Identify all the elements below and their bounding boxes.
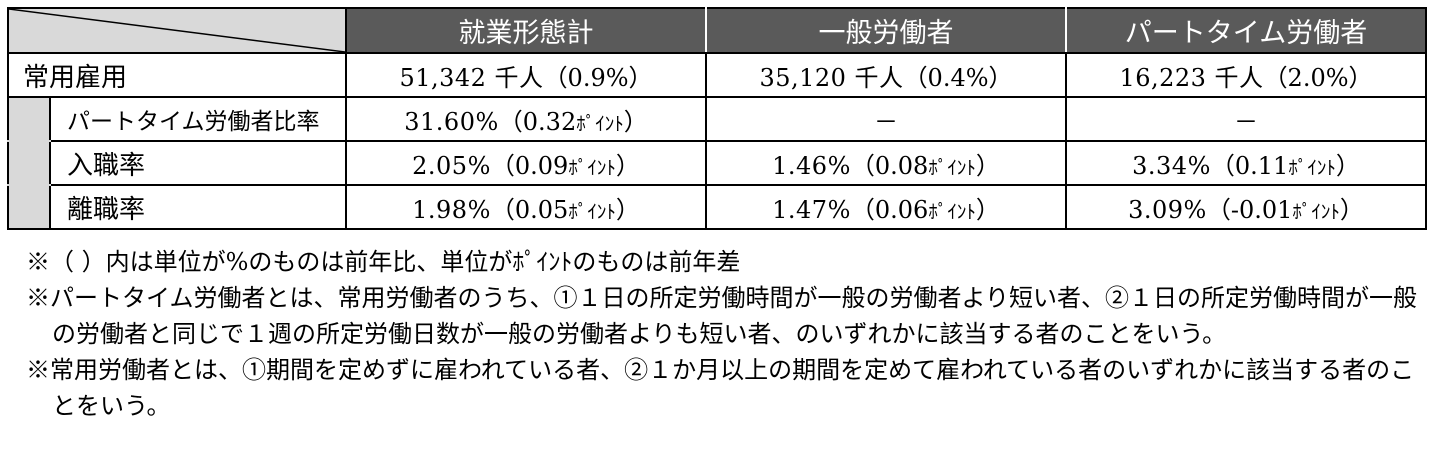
cell-regular-part-time: 16,223 千人（2.0%） [1065, 52, 1427, 98]
header-part-time-workers: パートタイム労働者 [1065, 7, 1427, 54]
cell-value: 1.98% [412, 195, 491, 224]
cell-hiring-part-time: 3.34%（0.11ﾎﾟｲﾝﾄ） [1065, 140, 1427, 186]
cell-regular-general: 35,120 千人（0.4%） [705, 52, 1067, 98]
cell-change: （0.32 [498, 107, 577, 136]
cell-separation-part-time: 3.09%（-0.01ﾎﾟｲﾝﾄ） [1065, 184, 1427, 230]
row-label-separation-rate: 離職率 [49, 184, 347, 230]
indent-cell [7, 184, 51, 230]
cell-close: ） [623, 107, 648, 136]
corner-header-cell [7, 7, 347, 54]
cell-value: 31.60% [404, 107, 499, 136]
cell-change: （-0.01 [1206, 195, 1293, 224]
cell-close: ） [1335, 151, 1360, 180]
table-row-regular-employment: 常用雇用 51,342 千人（0.9%） 35,120 千人（0.4%） 16,… [7, 52, 1427, 98]
indent-cell [7, 140, 51, 186]
table-row-hiring-rate: 入職率 2.05%（0.09ﾎﾟｲﾝﾄ） 1.46%（0.08ﾎﾟｲﾝﾄ） 3.… [7, 140, 1427, 186]
cell-close: ） [615, 151, 640, 180]
footnote-part-time-definition: ※パートタイム労働者とは、常用労働者のうち、①１日の所定労働時間が一般の労働者よ… [26, 284, 1418, 348]
cell-value: 51,342 千人 [399, 63, 544, 92]
cell-change: （0.06 [850, 195, 929, 224]
cell-regular-total: 51,342 千人（0.9%） [345, 52, 707, 98]
cell-ratio-part-time: － [1065, 96, 1427, 142]
cell-change: （0.08 [850, 151, 929, 180]
cell-value: 1.46% [772, 151, 851, 180]
cell-unit: ﾎﾟｲﾝﾄ [928, 200, 976, 223]
cell-unit: ﾎﾟｲﾝﾄ [928, 156, 976, 179]
row-label-regular-employment: 常用雇用 [7, 52, 347, 98]
indent-cell [7, 96, 51, 142]
cell-unit: ﾎﾟｲﾝﾄ [568, 200, 616, 223]
cell-unit: ﾎﾟｲﾝﾄ [1288, 156, 1336, 179]
table-row-part-time-ratio: パートタイム労働者比率 31.60%（0.32ﾎﾟｲﾝﾄ） － － [7, 96, 1427, 142]
cell-unit: ﾎﾟｲﾝﾄ [576, 112, 624, 135]
diagonal-line-icon [9, 9, 345, 52]
cell-close: ） [975, 151, 1000, 180]
cell-value: 3.09% [1128, 195, 1207, 224]
cell-change: （0.11 [1210, 151, 1289, 180]
footnote-regular-worker-definition: ※常用労働者とは、①期間を定めずに雇われている者、②１か月以上の期間を定めて雇わ… [26, 356, 1415, 420]
cell-change: （0.05 [490, 195, 569, 224]
header-total: 就業形態計 [345, 7, 707, 54]
employment-stats-table: 就業形態計 一般労働者 パートタイム労働者 常用雇用 51,342 千人（0.9… [7, 7, 1427, 230]
cell-close: ） [975, 195, 1000, 224]
cell-value: 3.34% [1132, 151, 1211, 180]
row-label-hiring-rate: 入職率 [49, 140, 347, 186]
cell-change: （0.9%） [543, 63, 653, 92]
footnote-parentheses: ※（ ）内は単位が%のものは前年比、単位がﾎﾟｲﾝﾄのものは前年差 [26, 248, 741, 276]
table-header-row: 就業形態計 一般労働者 パートタイム労働者 [7, 7, 1427, 54]
cell-value: 16,223 千人 [1119, 63, 1264, 92]
cell-change: （2.0%） [1263, 63, 1373, 92]
cell-value: 35,120 千人 [759, 63, 904, 92]
cell-value: 1.47% [772, 195, 851, 224]
cell-hiring-total: 2.05%（0.09ﾎﾟｲﾝﾄ） [345, 140, 707, 186]
cell-unit: ﾎﾟｲﾝﾄ [1292, 200, 1340, 223]
row-label-part-time-ratio: パートタイム労働者比率 [49, 96, 347, 142]
cell-close: ） [1339, 195, 1364, 224]
cell-close: ） [615, 195, 640, 224]
cell-separation-total: 1.98%（0.05ﾎﾟｲﾝﾄ） [345, 184, 707, 230]
cell-value: 2.05% [412, 151, 491, 180]
cell-separation-general: 1.47%（0.06ﾎﾟｲﾝﾄ） [705, 184, 1067, 230]
cell-ratio-general: － [705, 96, 1067, 142]
cell-hiring-general: 1.46%（0.08ﾎﾟｲﾝﾄ） [705, 140, 1067, 186]
cell-change: （0.09 [490, 151, 569, 180]
cell-unit: ﾎﾟｲﾝﾄ [568, 156, 616, 179]
header-general-workers: 一般労働者 [705, 7, 1067, 54]
table-row-separation-rate: 離職率 1.98%（0.05ﾎﾟｲﾝﾄ） 1.47%（0.06ﾎﾟｲﾝﾄ） 3.… [7, 184, 1427, 230]
cell-ratio-total: 31.60%（0.32ﾎﾟｲﾝﾄ） [345, 96, 707, 142]
cell-change: （0.4%） [903, 63, 1013, 92]
footnotes: ※（ ）内は単位が%のものは前年比、単位がﾎﾟｲﾝﾄのものは前年差 ※パートタイ… [26, 244, 1426, 424]
